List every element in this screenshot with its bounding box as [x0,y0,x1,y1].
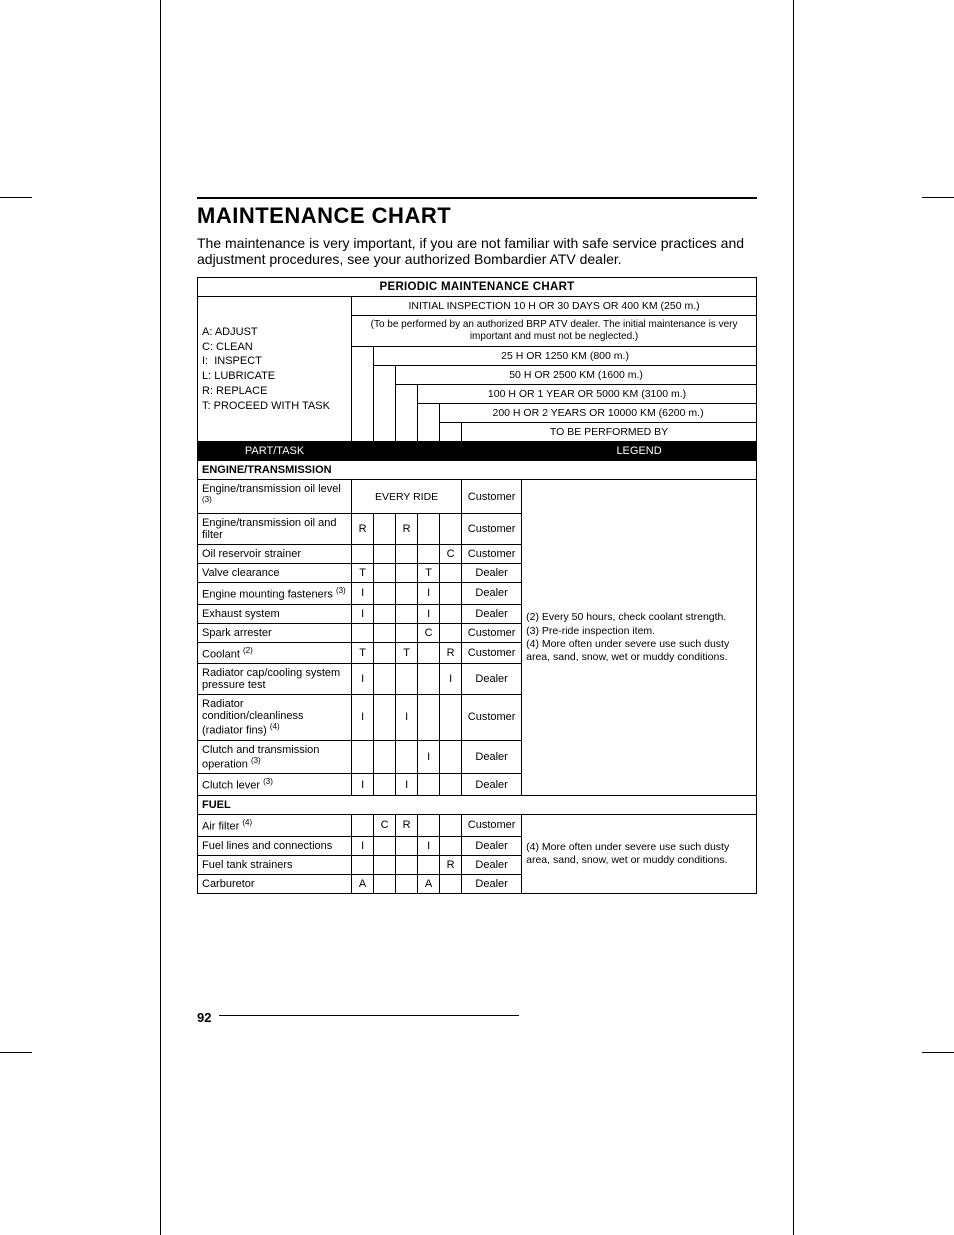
page-title: MAINTENANCE CHART [197,203,757,229]
page-content: MAINTENANCE CHART The maintenance is ver… [197,197,757,894]
interval-100: 100 H OR 1 YEAR OR 5000 KM (3100 m.) [418,385,757,404]
fuel-notes: (4) More often under severe use such dus… [522,815,757,894]
engine-notes: (2) Every 50 hours, check coolant streng… [522,480,757,796]
legend-cell: A: ADJUST C: CLEAN I: INSPECT L: LUBRICA… [198,297,352,442]
legend-c: C: CLEAN [202,340,347,355]
interval-25: 25 H OR 1250 KM (800 m.) [374,347,757,366]
interval-200: 200 H OR 2 YEARS OR 10000 KM (6200 m.) [440,404,757,423]
legend-r: R: REPLACE [202,384,347,399]
interval-performed-by: TO BE PERFORMED BY [462,423,757,442]
intro-text: The maintenance is very important, if yo… [197,235,757,267]
interval-initial-note: (To be performed by an authorized BRP AT… [352,316,757,347]
legend-t: T: PROCEED WITH TASK [202,399,347,414]
page-number: 92 [197,1010,211,1025]
footer-rule [219,1015,519,1016]
chart-title: PERIODIC MAINTENANCE CHART [198,278,757,297]
page-footer: 92 [197,1010,757,1025]
every-ride: EVERY RIDE [352,480,462,514]
maintenance-table: PERIODIC MAINTENANCE CHART A: ADJUST C: … [197,277,757,894]
section-fuel: FUEL [198,796,757,815]
interval-50: 50 H OR 2500 KM (1600 m.) [396,366,757,385]
table-row: Air filter (4) CR Customer (4) More ofte… [198,815,757,837]
legend-l: L: LUBRICATE [202,369,347,384]
legend-a: A: ADJUST [202,325,347,340]
legend-header: LEGEND [522,442,757,461]
part-task-header: PART/TASK [198,442,352,461]
legend-i: I: INSPECT [202,354,347,369]
interval-initial: INITIAL INSPECTION 10 H OR 30 DAYS OR 40… [352,297,757,316]
header-row: PART/TASK LEGEND [198,442,757,461]
section-engine: ENGINE/TRANSMISSION [198,461,757,480]
table-row: Engine/transmission oil level (3) EVERY … [198,480,757,514]
